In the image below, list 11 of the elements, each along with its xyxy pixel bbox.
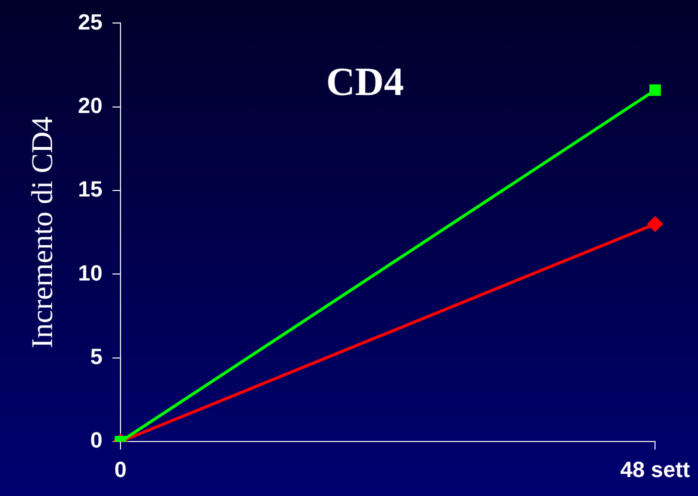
- y-tick-label: 15: [78, 176, 102, 202]
- text: CD4: [325, 58, 405, 105]
- point: [648, 216, 663, 232]
- y-tick-label: 20: [78, 92, 102, 118]
- y-tick-label: 10: [78, 260, 102, 286]
- y-axis-title: Incremento di CD4: [26, 116, 59, 348]
- y-tick-label: 25: [78, 9, 102, 34]
- y-tick-label: 5: [90, 344, 102, 369]
- point: [649, 84, 661, 96]
- x-tick-label: 48 sett: [620, 456, 691, 482]
- y-tick-label: 0: [90, 428, 102, 453]
